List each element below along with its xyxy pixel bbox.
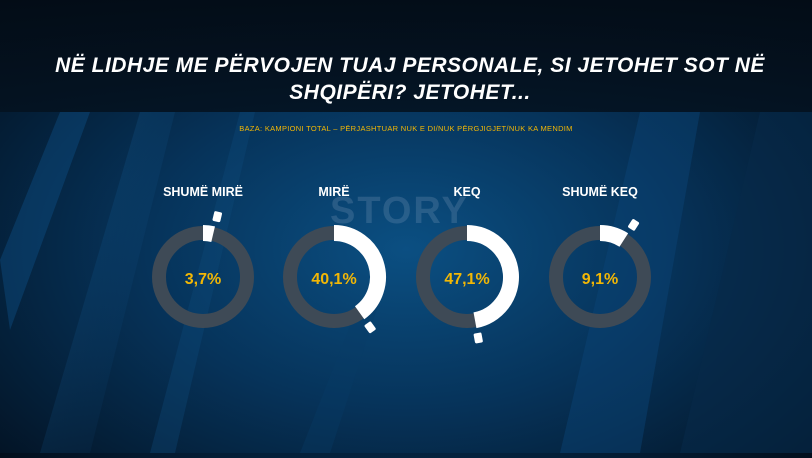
donut-value-arc [466,225,519,329]
donut-end-marker [628,219,640,231]
category-label: SHUMË MIRË [163,184,243,199]
data-label: 9,1% [582,271,618,288]
title-band [0,0,812,112]
data-label: 47,1% [444,271,489,288]
donut-end-marker [212,211,223,223]
donut-end-marker [473,332,483,344]
category-label: MIRË [318,184,349,199]
donut-value-arc [202,225,215,243]
base-note: BAZA: KAMPIONI TOTAL – PËRJASHTUAR NUK E… [239,124,573,133]
donut-end-marker [364,321,376,334]
data-label: 40,1% [311,271,356,288]
donut-value-arc [333,225,386,320]
donut-value-arc [599,225,629,247]
data-label: 3,7% [185,271,221,288]
chart-title: NË LIDHJE ME PËRVOJEN TUAJ PERSONALE, SI… [55,54,765,104]
watermark-text: STORY [330,190,469,232]
category-label: KEQ [453,185,480,199]
category-label: SHUMË KEQ [562,184,638,199]
